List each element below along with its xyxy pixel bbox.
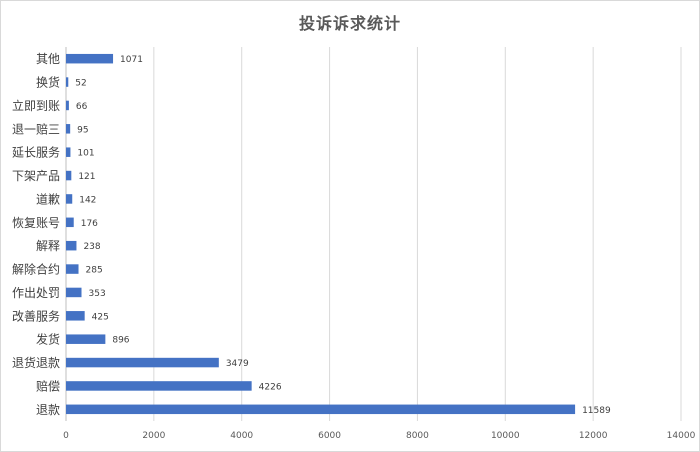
bar — [66, 147, 71, 157]
category-label: 解除合约 — [12, 262, 60, 277]
category-label: 退一赔三 — [12, 121, 60, 136]
category-label: 退货退款 — [12, 355, 60, 370]
data-label: 101 — [77, 149, 94, 159]
x-tick-label: 8000 — [406, 431, 429, 441]
chart-title: 投诉诉求统计 — [298, 14, 401, 33]
bars — [66, 53, 576, 415]
category-label: 改善服务 — [12, 308, 60, 323]
x-tick-label: 14000 — [667, 431, 696, 441]
bar — [66, 77, 69, 87]
bar — [66, 53, 114, 64]
bar — [66, 264, 79, 274]
bar — [66, 381, 252, 391]
bar — [66, 334, 106, 344]
bar — [66, 311, 85, 321]
category-label: 下架产品 — [12, 169, 60, 183]
x-tick-label: 6000 — [318, 431, 341, 441]
data-label: 66 — [76, 102, 88, 112]
bar — [66, 404, 576, 415]
x-tick-label: 0 — [63, 431, 69, 441]
data-label: 142 — [79, 195, 96, 205]
bar — [66, 194, 73, 204]
x-tick-label: 4000 — [230, 431, 253, 441]
bar — [66, 217, 74, 228]
x-tick-label: 2000 — [142, 431, 165, 441]
category-label: 退款 — [36, 403, 60, 417]
category-label: 发货 — [36, 332, 60, 347]
bar — [66, 100, 69, 111]
bar — [66, 240, 77, 251]
data-label: 353 — [89, 289, 106, 299]
data-label: 238 — [83, 242, 100, 252]
data-label: 285 — [86, 266, 103, 276]
x-tick-label: 10000 — [491, 431, 520, 441]
category-label: 其他 — [36, 52, 60, 66]
bar — [66, 124, 71, 134]
data-label: 4226 — [259, 382, 282, 392]
data-label: 11589 — [582, 406, 611, 416]
category-label: 解释 — [36, 239, 60, 253]
data-label: 176 — [81, 219, 98, 229]
data-label: 121 — [78, 172, 95, 182]
category-label: 道歉 — [36, 192, 60, 206]
category-label: 延长服务 — [12, 145, 60, 160]
bar — [66, 357, 219, 368]
x-tick-label: 12000 — [579, 431, 608, 441]
data-label: 52 — [75, 79, 86, 89]
data-label: 425 — [92, 312, 109, 322]
data-label: 1071 — [120, 55, 143, 65]
labels: 0 2000 4000 6000 8000 10000 12000 14000 其他 1071 换货… — [12, 52, 696, 441]
category-label: 恢复账号 — [12, 216, 60, 230]
category-label: 作出处罚 — [12, 286, 60, 300]
category-label: 换货 — [36, 75, 60, 90]
category-label: 赔偿 — [36, 378, 60, 393]
data-label: 3479 — [226, 359, 249, 369]
data-label: 95 — [77, 125, 88, 135]
data-label: 896 — [112, 336, 129, 346]
bar — [66, 287, 82, 298]
category-label: 立即到账 — [12, 98, 60, 113]
gridlines — [65, 47, 682, 421]
bar — [66, 170, 72, 181]
